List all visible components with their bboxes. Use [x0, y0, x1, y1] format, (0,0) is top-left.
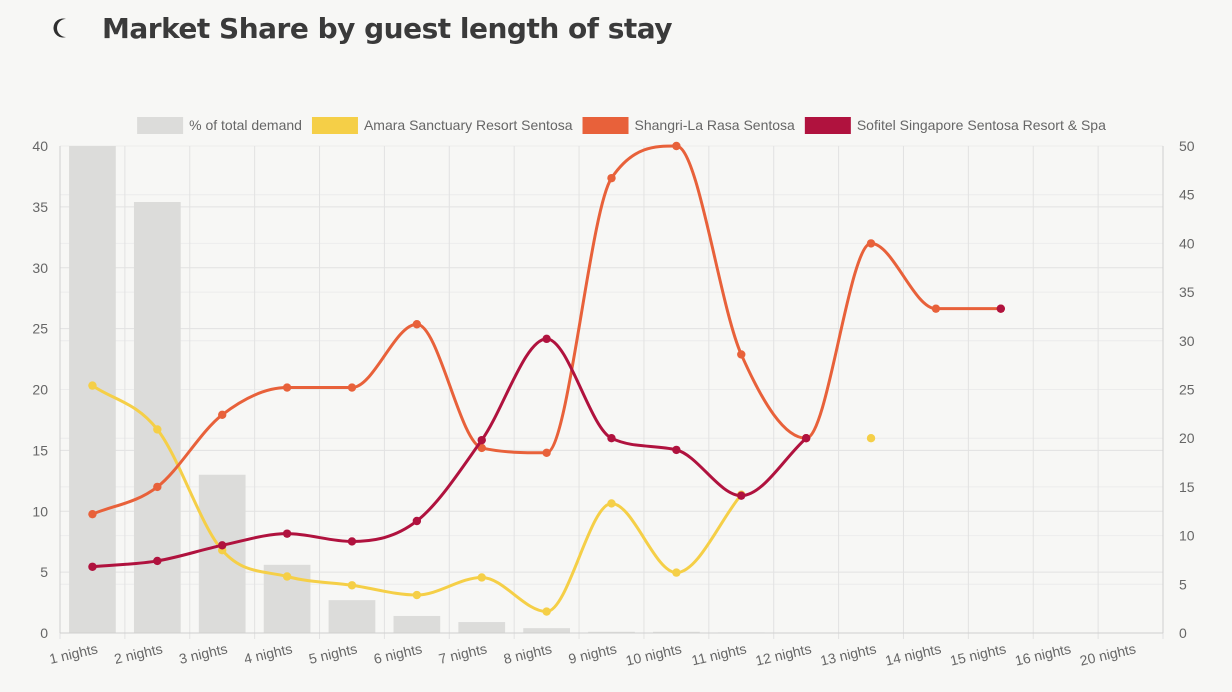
legend-swatch	[804, 117, 851, 134]
page-title: Market Share by guest length of stay	[102, 11, 673, 45]
series-sofitel-singapore-sentosa-resort-spa-point	[218, 541, 227, 550]
x-tick-label: 2 nights	[113, 640, 164, 667]
legend-swatch	[137, 117, 184, 134]
series-shangri-la-rasa-sentosa-point	[347, 383, 357, 392]
series-amara-sanctuary-resort-sentosa-point	[347, 581, 357, 590]
y-left-tick-label: 35	[32, 199, 48, 215]
demand-bar	[393, 615, 441, 633]
series-amara-sanctuary-resort-sentosa-point	[412, 590, 422, 600]
x-tick-label: 12 nights	[754, 640, 813, 668]
series-shangri-la-rasa-sentosa-line	[91, 144, 1001, 516]
moon-icon[interactable]	[52, 17, 74, 39]
series-sofitel-singapore-sentosa-resort-spa-point	[477, 435, 486, 445]
y-left-tick-label: 25	[32, 321, 48, 337]
x-tick-label: 7 nights	[437, 640, 488, 667]
y-right-tick-label: 25	[1179, 382, 1195, 398]
series-amara-sanctuary-resort-sentosa-point	[477, 573, 486, 582]
series-shangri-la-rasa-sentosa-point	[282, 383, 292, 392]
y-right-tick-label: 40	[1179, 235, 1195, 251]
series-shangri-la-rasa-sentosa-point	[866, 239, 876, 248]
series-shangri-la-rasa-sentosa-point	[542, 448, 551, 458]
series-sofitel-singapore-sentosa-resort-spa-point	[347, 537, 357, 546]
y-left-tick-label: 10	[32, 503, 48, 519]
share-lines	[88, 141, 1005, 616]
y-right-tick-label: 35	[1179, 284, 1195, 300]
series-sofitel-singapore-sentosa-resort-spa-point	[737, 491, 746, 500]
x-tick-label: 14 nights	[884, 640, 943, 668]
series-sofitel-singapore-sentosa-resort-spa-point	[153, 556, 162, 566]
y-left-tick-label: 15	[32, 442, 48, 458]
demand-bar	[653, 631, 700, 633]
x-tick-label: 9 nights	[567, 640, 618, 667]
y-left-tick-label: 20	[32, 382, 48, 398]
y-right-tick-label: 45	[1179, 187, 1195, 203]
series-sofitel-singapore-sentosa-resort-spa-point	[607, 434, 616, 443]
chart-legend: % of total demand Amara Sanctuary Resort …	[137, 117, 1106, 134]
legend-label: Shangri-La Rasa Sentosa	[635, 117, 796, 133]
legend-swatch	[311, 117, 358, 134]
series-sofitel-singapore-sentosa-resort-spa-point	[88, 562, 97, 571]
x-tick-label: 8 nights	[502, 640, 553, 667]
x-tick-label: 20 nights	[1078, 640, 1137, 668]
y-right-tick-label: 5	[1179, 576, 1187, 592]
x-tick-label: 6 nights	[372, 640, 423, 667]
series-shangri-la-rasa-sentosa-point	[931, 304, 941, 313]
x-tick-label: 13 nights	[819, 640, 878, 668]
series-shangri-la-rasa-sentosa-point	[412, 320, 422, 329]
y-left-tick-label: 40	[32, 138, 48, 154]
series-sofitel-singapore-sentosa-resort-spa-point	[801, 434, 811, 443]
legend-label: % of total demand	[189, 117, 302, 133]
x-tick-label: 3 nights	[177, 640, 228, 667]
demand-bar	[588, 631, 635, 633]
x-tick-label: 15 nights	[948, 640, 1007, 668]
y-right-tick-label: 0	[1179, 625, 1187, 641]
y-right-tick-label: 30	[1179, 333, 1195, 349]
x-tick-label: 16 nights	[1013, 640, 1072, 668]
series-amara-sanctuary-resort-sentosa-point	[542, 607, 551, 616]
demand-bar	[328, 600, 376, 633]
x-tick-label: 11 nights	[690, 640, 748, 668]
series-amara-sanctuary-resort-sentosa-point	[672, 568, 681, 577]
y-left-tick-label: 0	[40, 625, 48, 641]
series-shangri-la-rasa-sentosa-point	[88, 509, 97, 519]
series-sofitel-singapore-sentosa-resort-spa-point	[282, 529, 292, 538]
series-amara-sanctuary-resort-sentosa-point	[607, 499, 616, 508]
series-shangri-la-rasa-sentosa-point	[153, 482, 162, 492]
series-shangri-la-rasa-sentosa-point	[607, 173, 616, 183]
x-tick-label: 10 nights	[624, 640, 683, 668]
y-left-tick-label: 5	[40, 564, 48, 580]
legend-label: Amara Sanctuary Resort Sentosa	[364, 117, 573, 133]
series-amara-sanctuary-resort-sentosa-point	[88, 381, 97, 390]
x-tick-label: 1 nights	[48, 640, 99, 667]
series-sofitel-singapore-sentosa-resort-spa-point	[996, 304, 1005, 313]
demand-bar	[133, 202, 181, 633]
legend-label: Sofitel Singapore Sentosa Resort & Spa	[857, 117, 1106, 133]
y-right-tick-label: 20	[1179, 430, 1195, 446]
series-sofitel-singapore-sentosa-resort-spa-point	[412, 516, 422, 526]
series-amara-sanctuary-resort-sentosa-point	[153, 425, 162, 434]
x-tick-label: 5 nights	[307, 640, 358, 667]
series-amara-sanctuary-resort-sentosa-line	[91, 384, 743, 614]
series-shangri-la-rasa-sentosa-point	[218, 410, 227, 420]
demand-bar	[458, 622, 506, 633]
series-sofitel-singapore-sentosa-resort-spa-point	[672, 445, 681, 455]
demand-bar	[523, 628, 570, 633]
legend-swatch	[582, 117, 629, 134]
series-sofitel-singapore-sentosa-resort-spa-point	[542, 334, 551, 344]
series-shangri-la-rasa-sentosa-point	[477, 443, 486, 453]
series-shangri-la-rasa-sentosa-point	[737, 350, 746, 359]
series-amara-sanctuary-resort-sentosa-point	[282, 572, 292, 581]
series-shangri-la-rasa-sentosa-point	[672, 141, 681, 151]
page-header: Market Share by guest length of stay	[52, 8, 673, 48]
y-right-tick-label: 10	[1179, 528, 1195, 544]
y-right-tick-label: 15	[1179, 479, 1195, 495]
y-left-tick-label: 30	[32, 260, 48, 276]
series-amara-sanctuary-resort-sentosa-point	[866, 434, 876, 443]
y-right-tick-label: 50	[1179, 138, 1195, 154]
x-tick-label: 4 nights	[242, 640, 293, 667]
